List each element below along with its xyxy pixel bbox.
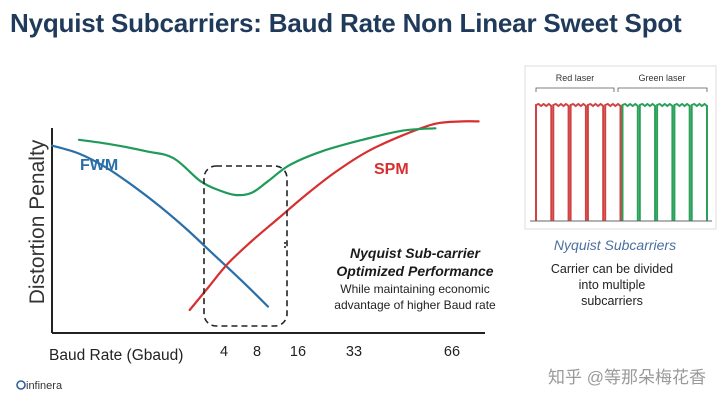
spectrum-text-3: subcarriers xyxy=(581,294,643,308)
series-line-total xyxy=(77,127,437,197)
group-brackets xyxy=(535,87,708,92)
subcarrier-bar xyxy=(656,102,674,221)
x-tick-labels: 4 8 16 33 66 xyxy=(220,344,460,360)
annotation-subheading: Optimized Performance xyxy=(336,263,493,279)
series-line-spm xyxy=(188,120,480,312)
series-label-spm: SPM xyxy=(374,161,409,178)
spectrum-text-1: Carrier can be divided xyxy=(551,262,673,276)
x-tick-label: 33 xyxy=(346,344,362,360)
slide-title: Nyquist Subcarriers: Baud Rate Non Linea… xyxy=(10,8,682,38)
spectrum-text-2: into multiple xyxy=(579,278,646,292)
group-label-green: Green laser xyxy=(638,73,685,83)
logo-text: infinera xyxy=(26,380,63,392)
x-tick-label: 8 xyxy=(253,344,261,360)
spectrum-bars xyxy=(535,102,708,221)
subcarrier-bar xyxy=(569,102,587,221)
x-tick-label: 66 xyxy=(444,344,460,360)
x-axis-label: Baud Rate (Gbaud) xyxy=(49,347,183,364)
curves xyxy=(50,120,480,312)
subcarrier-bar xyxy=(604,102,622,221)
subcarrier-bar xyxy=(621,102,639,221)
series-label-fwm: FWM xyxy=(80,157,118,174)
series-line-fwm xyxy=(50,144,270,308)
subcarrier-bar xyxy=(673,102,691,221)
annotation-line-1: While maintaining economic xyxy=(340,282,489,296)
annotation-line-2: advantage of higher Baud rate xyxy=(334,298,496,312)
group-label-red: Red laser xyxy=(556,73,595,83)
subcarrier-bar xyxy=(586,102,605,221)
x-tick-label: 16 xyxy=(290,344,306,360)
x-tick-label: 4 xyxy=(220,344,228,360)
subcarrier-bar xyxy=(552,102,570,221)
subcarrier-bar xyxy=(638,102,657,221)
spectrum-caption: Nyquist Subcarriers xyxy=(554,237,676,253)
sweet-spot-box xyxy=(203,165,288,327)
subcarrier-bar xyxy=(690,102,708,221)
subcarrier-bar xyxy=(535,102,553,221)
annotation-heading: Nyquist Sub-carrier xyxy=(350,245,481,261)
y-axis-label: Distortion Penalty xyxy=(26,139,49,304)
infinera-logo: infinera xyxy=(16,380,63,392)
watermark: 知乎 @等那朵梅花香 xyxy=(548,368,706,387)
